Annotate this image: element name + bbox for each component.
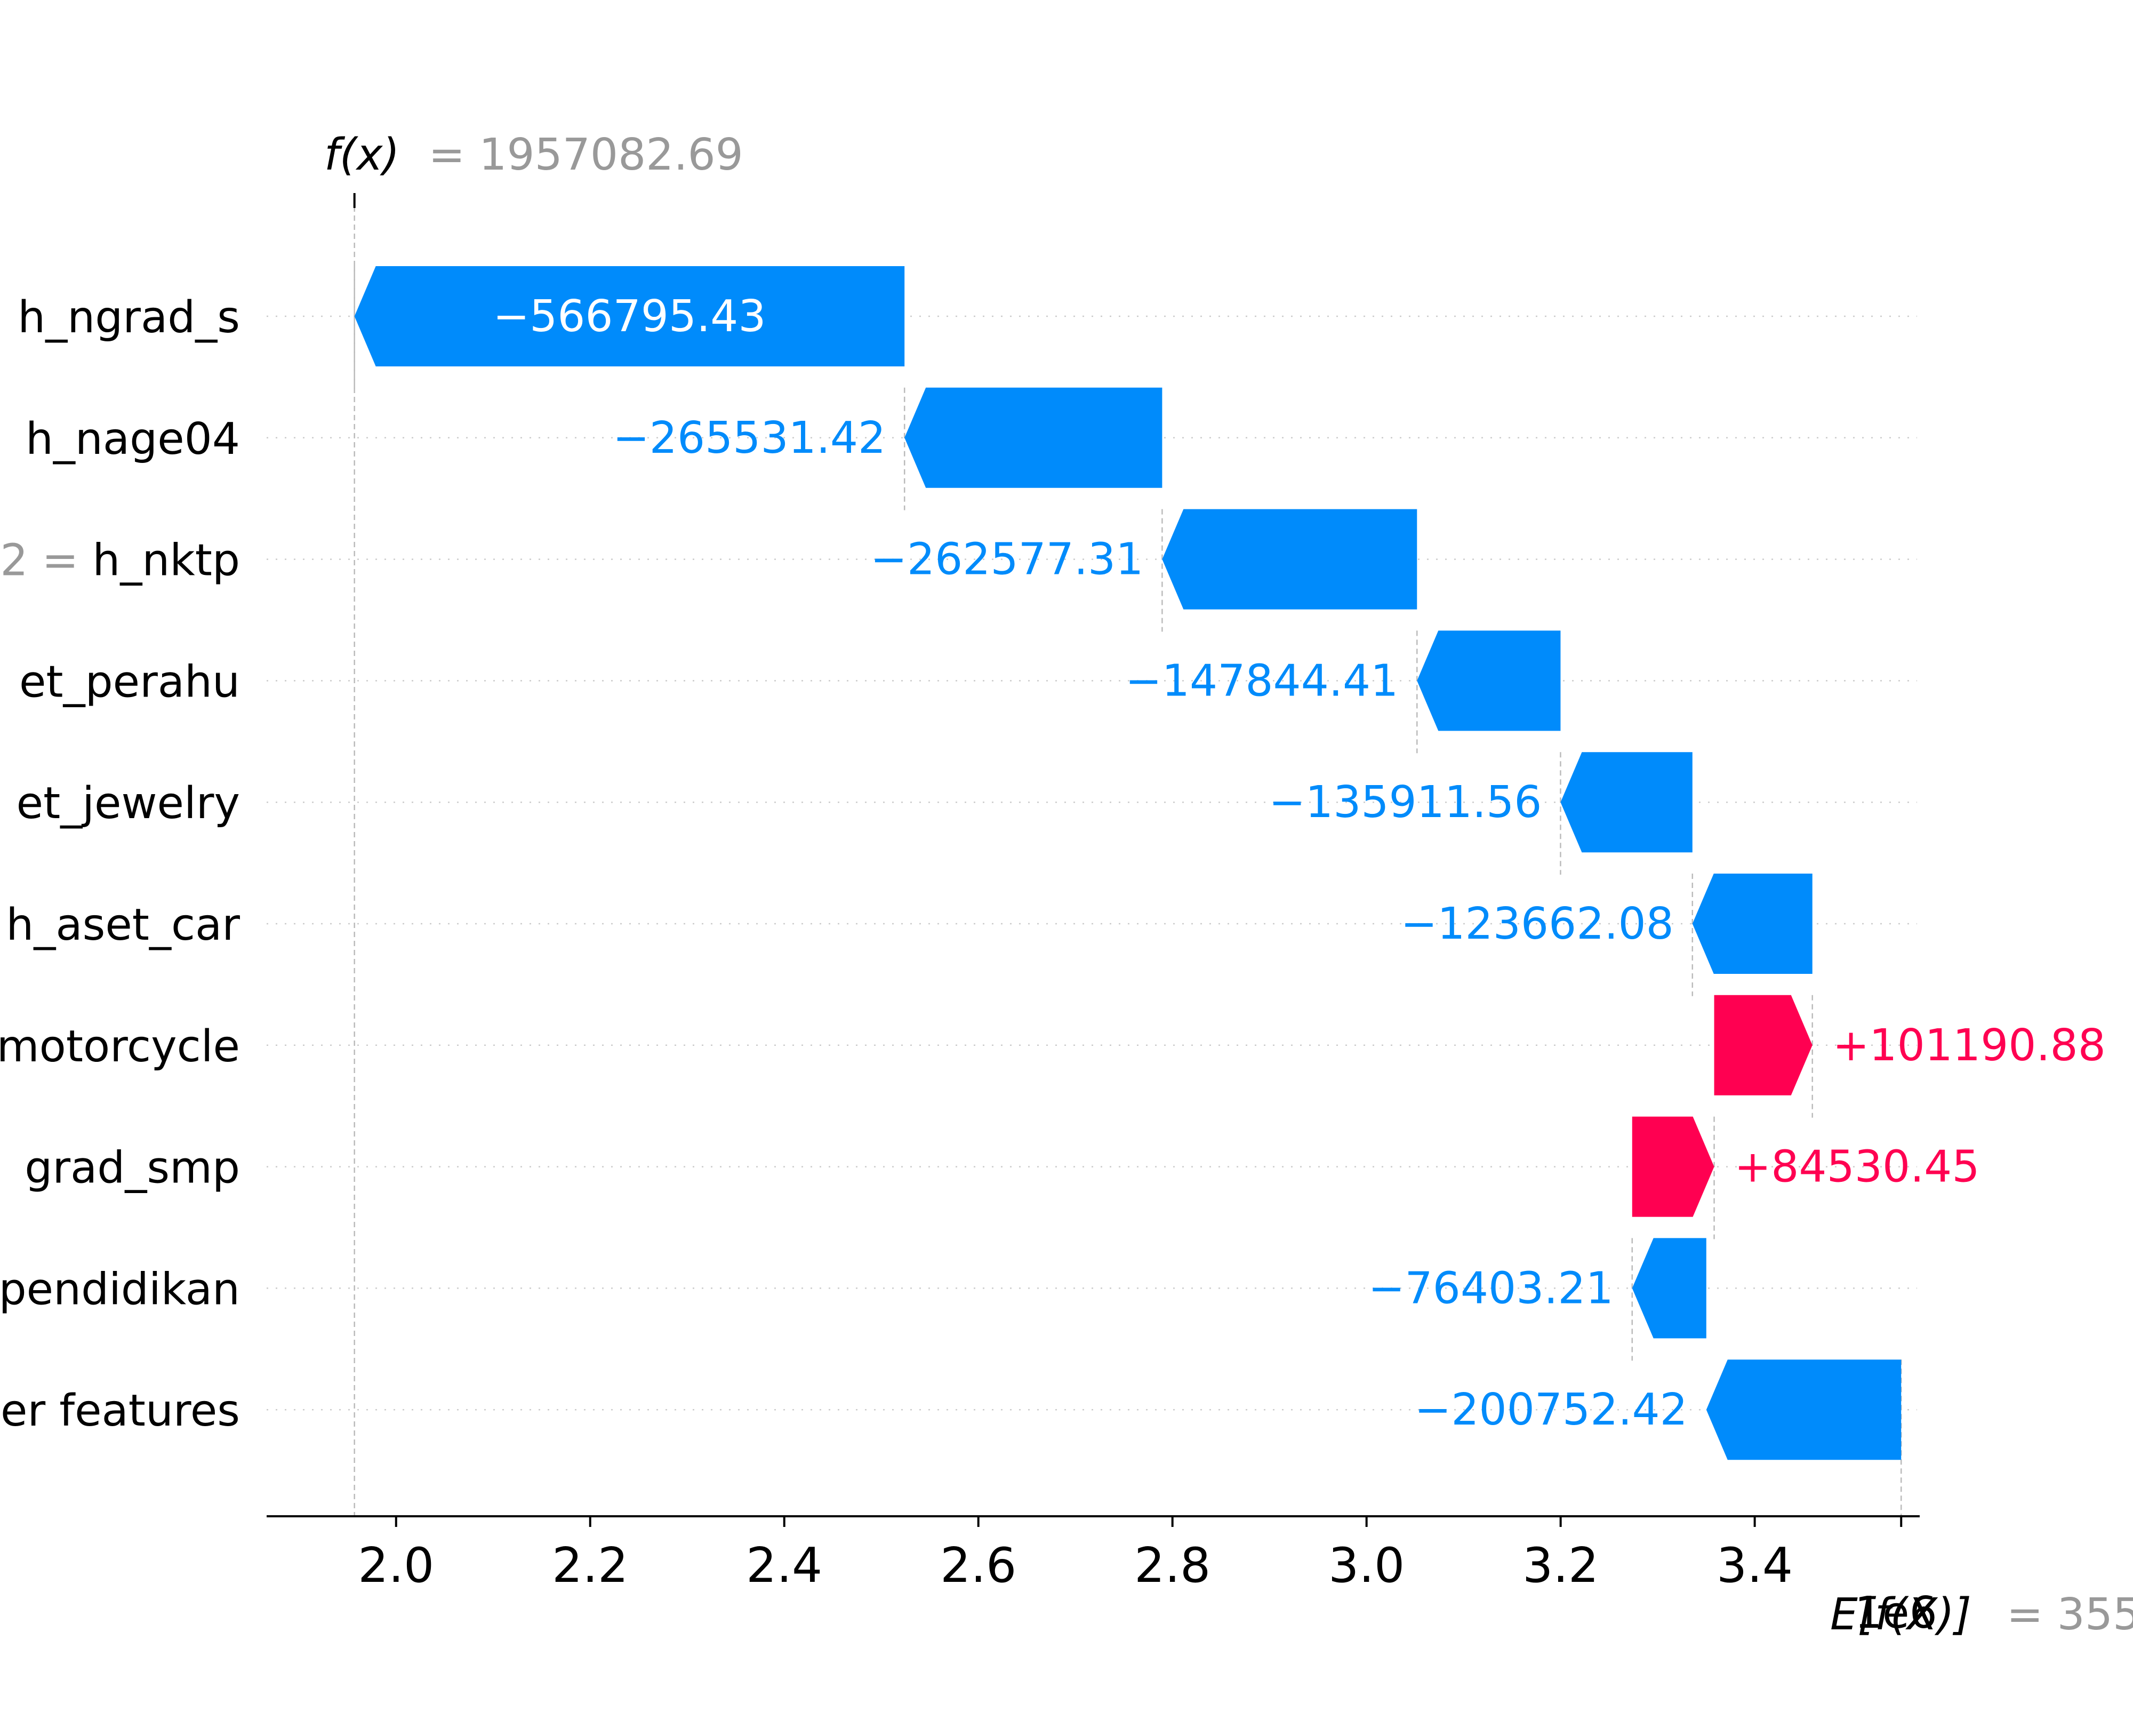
feature-value-prefix: 2 = bbox=[0, 535, 92, 586]
feature-name: h_ngrad_s bbox=[18, 292, 240, 343]
x-tick-label: 2.4 bbox=[746, 1538, 822, 1594]
bar-value-label: −566795.43 bbox=[493, 291, 766, 342]
feature-label: et_perahu bbox=[19, 657, 240, 707]
output-value: = 1957082.69 bbox=[428, 130, 743, 180]
bar-value-label: −265531.42 bbox=[613, 413, 886, 463]
feature-name: motorcycle bbox=[0, 1021, 240, 1072]
contribution-bar bbox=[354, 266, 905, 366]
bar-value-label: −262577.31 bbox=[870, 534, 1143, 585]
output-value-label: f(x) bbox=[324, 130, 399, 180]
feature-name: et_perahu bbox=[19, 657, 240, 707]
bar-value-label: −76403.21 bbox=[1368, 1263, 1614, 1314]
feature-label: motorcycle bbox=[0, 1021, 240, 1072]
bar-value-label: +101190.88 bbox=[1833, 1020, 2106, 1071]
x-tick-label: 2.2 bbox=[552, 1538, 628, 1594]
base-value-label: E[f(X)] bbox=[1830, 1589, 1971, 1640]
x-tick-label: 2.8 bbox=[1134, 1538, 1210, 1594]
feature-name: et_jewelry bbox=[17, 778, 240, 829]
contribution-bar bbox=[1714, 995, 1813, 1095]
contribution-bar bbox=[1706, 1359, 1902, 1460]
x-tick-label: 3.2 bbox=[1522, 1538, 1599, 1594]
x-tick-label: 2.0 bbox=[358, 1538, 434, 1594]
contribution-bar bbox=[904, 387, 1162, 488]
base-value: = 3556 bbox=[2007, 1589, 2133, 1640]
feature-label: h_nage04 bbox=[26, 414, 240, 465]
x-tick-label: 3.4 bbox=[1717, 1538, 1793, 1594]
contribution-bar bbox=[1560, 752, 1693, 853]
contribution-bar bbox=[1417, 630, 1561, 731]
feature-label: er features bbox=[1, 1386, 240, 1436]
connector-lines bbox=[353, 193, 1902, 1516]
feature-label: pendidikan bbox=[0, 1264, 240, 1315]
feature-label: et_jewelry bbox=[17, 778, 240, 829]
feature-name: h_nage04 bbox=[26, 414, 240, 465]
feature-label: h_ngrad_s bbox=[18, 292, 240, 343]
feature-label: h_aset_car bbox=[6, 900, 240, 950]
bar-value-label: +84530.45 bbox=[1735, 1142, 1980, 1193]
contribution-bars bbox=[354, 266, 1902, 1460]
bar-value-label: −123662.08 bbox=[1401, 899, 1674, 949]
feature-label: grad_smp bbox=[25, 1143, 240, 1194]
x-scale-label: 1e6 bbox=[1855, 1588, 1937, 1638]
x-tick-label: 3.0 bbox=[1328, 1538, 1405, 1594]
contribution-bar bbox=[1162, 509, 1417, 610]
bar-value-label: −200752.42 bbox=[1415, 1385, 1688, 1435]
output-value-annotation: f(x) = 1957082.69 bbox=[324, 130, 743, 180]
feature-name: h_nktp bbox=[92, 535, 240, 586]
feature-name: er features bbox=[1, 1386, 240, 1436]
feature-name: pendidikan bbox=[0, 1264, 240, 1315]
contribution-bar bbox=[1692, 874, 1813, 974]
x-axis-ticks: 2.0 2.2 2.4 2.6 2.8 3.0 3.2 3.4 bbox=[358, 1516, 1903, 1594]
bar-value-label: −147844.41 bbox=[1125, 655, 1398, 706]
contribution-bar bbox=[1632, 1238, 1706, 1339]
feature-labels: −566795.43 h_ngrad_s −265531.42 h_nage04 −26… bbox=[0, 291, 2106, 1436]
x-tick-label: 2.6 bbox=[940, 1538, 1016, 1594]
feature-name: grad_smp bbox=[25, 1143, 240, 1194]
bar-value-label: −135911.56 bbox=[1269, 777, 1542, 828]
feature-label: 2 = h_nktp bbox=[0, 535, 240, 586]
base-value-annotation: E[f(X)] = 3556 bbox=[1830, 1589, 2133, 1640]
contribution-bar bbox=[1632, 1116, 1714, 1217]
feature-name: h_aset_car bbox=[6, 900, 240, 950]
